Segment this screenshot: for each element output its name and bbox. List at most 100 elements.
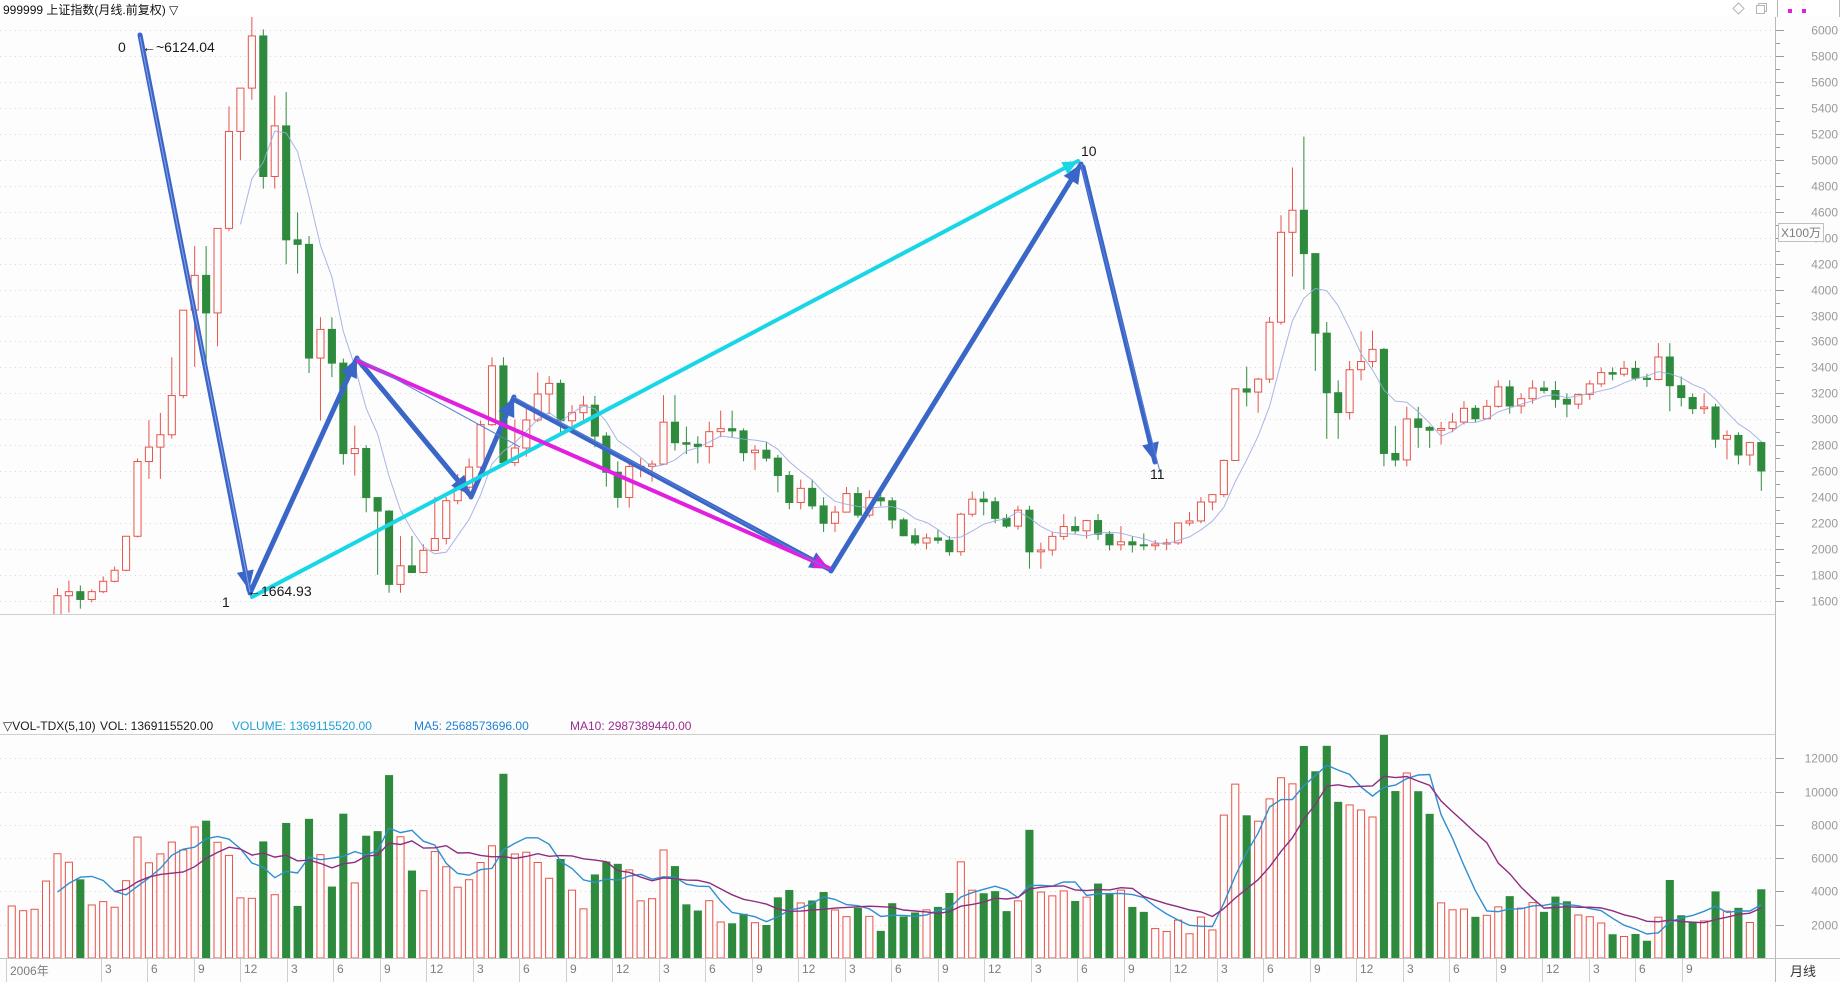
svg-text:3400: 3400 [1811,361,1838,375]
x-axis-tick [1124,959,1125,982]
x-axis-tick [938,959,939,982]
x-axis-tick [426,959,427,982]
x-axis-label: 12 [802,962,816,976]
x-axis-tick [1682,959,1683,982]
x-axis-label: 6 [709,962,716,976]
window-icon[interactable] [1755,2,1768,15]
svg-text:4200: 4200 [1811,258,1838,272]
x-axis-label: 9 [1128,962,1135,976]
svg-text:3600: 3600 [1811,335,1838,349]
svg-text:2800: 2800 [1811,439,1838,453]
svg-text:5600: 5600 [1811,76,1838,90]
svg-text:1600: 1600 [1811,595,1838,609]
diamond-icon[interactable] [1732,2,1745,15]
volume-bars-svg[interactable] [0,735,1775,958]
x-axis-tick [1449,959,1450,982]
x-axis-label: 9 [570,962,577,976]
x-axis-label: 6 [151,962,158,976]
volume-unit-label: X100万 [1778,223,1825,242]
x-axis-label: 6 [523,962,530,976]
right-price-axis: 6000 5800 5600 5400 5200 5000 4800 4600 4400 4200… [1775,17,1840,958]
x-axis-tick [1170,959,1171,982]
x-axis-tick [1635,959,1636,982]
title-bar: 999999 上证指数(月线.前复权) ▽ [0,0,1840,18]
x-axis-tick [287,959,288,982]
x-axis-tick [612,959,613,982]
x-axis-tick [6,959,7,982]
x-axis-label: 9 [198,962,205,976]
x-axis-tick [101,959,102,982]
x-axis-tick [519,959,520,982]
period-label: 月线 [1790,964,1817,979]
svg-text:5800: 5800 [1811,50,1838,64]
x-axis-label: 3 [849,962,856,976]
header-divider [1777,0,1778,17]
x-axis-label: 12 [616,962,630,976]
volume-chart-panel[interactable] [0,735,1775,958]
x-axis-label: 12 [988,962,1002,976]
page-title[interactable]: 999999 上证指数(月线.前复权) ▽ [3,3,179,17]
annotation-pivot-11: 11 [1150,466,1165,482]
x-axis-tick [1403,959,1404,982]
svg-text:1800: 1800 [1811,569,1838,583]
x-axis-label: 2006年 [10,964,49,978]
x-axis-tick [891,959,892,982]
svg-text:3200: 3200 [1811,387,1838,401]
x-axis-label: 12 [1360,962,1374,976]
volume-indicator-legend: ▽VOL-TDX(5,10) VOL: 1369115520.00 VOLUME… [0,718,1775,735]
svg-text:6000: 6000 [1811,24,1838,38]
x-axis-tick [380,959,381,982]
svg-text:3000: 3000 [1811,413,1838,427]
svg-text:12000: 12000 [1805,752,1839,766]
x-axis-label: 3 [105,962,112,976]
svg-text:8000: 8000 [1811,819,1838,833]
vol-value: VOL: 1369115520.00 [100,719,214,733]
x-axis-label: 3 [1035,962,1042,976]
x-axis-label: 12 [430,962,444,976]
x-axis-tick [659,959,660,982]
right-axis-svg: 6000580056005400520050004800460044004200… [1776,24,1839,933]
svg-text:3800: 3800 [1811,310,1838,324]
header-icon-group [1732,2,1768,15]
x-axis-tick [1217,959,1218,982]
price-chart-panel[interactable]: 0 ←~6124.04 10 [0,17,1775,615]
svg-text:4000: 4000 [1811,885,1838,899]
x-axis-tick [194,959,195,982]
x-axis-label: 12 [1174,962,1188,976]
x-axis-label: 6 [1267,962,1274,976]
svg-text:6000: 6000 [1811,852,1838,866]
x-axis-label: 6 [1639,962,1646,976]
x-axis-tick [1077,959,1078,982]
svg-text:2400: 2400 [1811,491,1838,505]
x-axis-tick [1589,959,1590,982]
x-axis-label: 9 [1686,962,1693,976]
x-axis-label: 9 [1500,962,1507,976]
svg-text:4600: 4600 [1811,206,1838,220]
x-axis-tick [566,959,567,982]
x-axis-label: 3 [1407,962,1414,976]
svg-text:5200: 5200 [1811,128,1838,142]
svg-text:4800: 4800 [1811,180,1838,194]
x-axis-label: 3 [1593,962,1600,976]
x-axis-label: 6 [895,962,902,976]
period-label-cell: 月线 [1775,959,1840,982]
x-axis-tick [798,959,799,982]
x-axis-tick [473,959,474,982]
svg-text:2200: 2200 [1811,517,1838,531]
volume-panel-top-border [0,734,1775,735]
x-axis-label: 6 [1081,962,1088,976]
vol-indicator-name[interactable]: ▽VOL-TDX(5,10) [3,719,96,733]
svg-text:4000: 4000 [1811,284,1838,298]
ma10-value: MA10: 2987389440.00 [570,719,692,733]
x-axis-label: 12 [244,962,258,976]
x-axis-tick [984,959,985,982]
annotation-pivot-1: 1 [222,594,230,610]
svg-text:2000: 2000 [1811,543,1838,557]
x-axis-label: 9 [942,962,949,976]
annotation-pivot-0: 0 [118,39,126,55]
price-candlestick-svg[interactable] [0,17,1775,614]
x-axis-tick [1496,959,1497,982]
x-axis-tick [1031,959,1032,982]
x-axis-tick [333,959,334,982]
